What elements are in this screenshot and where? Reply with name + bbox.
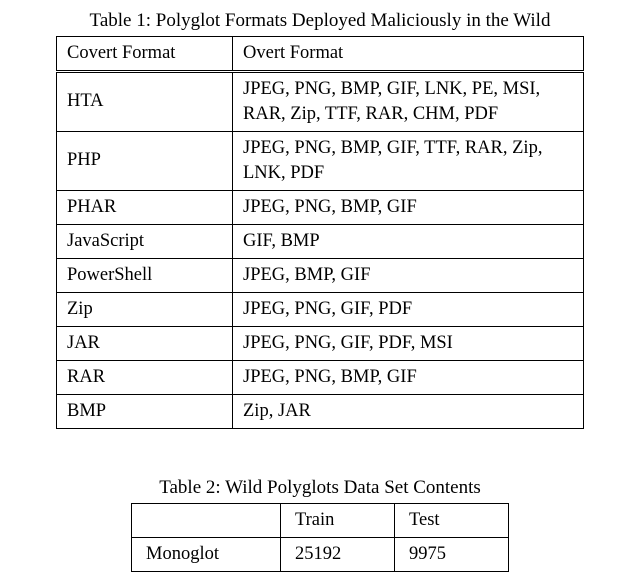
table2-header-test: Test bbox=[395, 503, 509, 537]
cell-covert: BMP bbox=[57, 394, 233, 428]
cell-overt: JPEG, PNG, GIF, PDF bbox=[233, 292, 584, 326]
cell-covert: HTA bbox=[57, 71, 233, 131]
cell-overt: JPEG, PNG, BMP, GIF bbox=[233, 190, 584, 224]
cell-covert: JavaScript bbox=[57, 224, 233, 258]
cell-overt: JPEG, BMP, GIF bbox=[233, 258, 584, 292]
table-row: JAR JPEG, PNG, GIF, PDF, MSI bbox=[57, 326, 584, 360]
table-row: JavaScript GIF, BMP bbox=[57, 224, 584, 258]
table-row: BMP Zip, JAR bbox=[57, 394, 584, 428]
table1-header-overt: Overt Format bbox=[233, 37, 584, 72]
cell-train: 25192 bbox=[281, 537, 395, 571]
table-row: Monoglot 25192 9975 bbox=[132, 537, 509, 571]
cell-overt: JPEG, PNG, BMP, GIF bbox=[233, 360, 584, 394]
cell-test: 9975 bbox=[395, 537, 509, 571]
table2-header-blank bbox=[132, 503, 281, 537]
table-row: PHP JPEG, PNG, BMP, GIF, TTF, RAR, Zip, … bbox=[57, 131, 584, 190]
cell-overt: JPEG, PNG, BMP, GIF, TTF, RAR, Zip, LNK,… bbox=[233, 131, 584, 190]
cell-covert: PowerShell bbox=[57, 258, 233, 292]
table1-header-covert: Covert Format bbox=[57, 37, 233, 72]
cell-covert: RAR bbox=[57, 360, 233, 394]
table1: Covert Format Overt Format HTA JPEG, PNG… bbox=[56, 36, 584, 429]
cell-covert: PHP bbox=[57, 131, 233, 190]
table1-caption: Table 1: Polyglot Formats Deployed Malic… bbox=[4, 10, 636, 32]
table2: Train Test Monoglot 25192 9975 bbox=[131, 503, 509, 572]
cell-covert: Zip bbox=[57, 292, 233, 326]
cell-covert: PHAR bbox=[57, 190, 233, 224]
table-row: PowerShell JPEG, BMP, GIF bbox=[57, 258, 584, 292]
cell-covert: JAR bbox=[57, 326, 233, 360]
table2-header-row: Train Test bbox=[132, 503, 509, 537]
cell-overt: JPEG, PNG, GIF, PDF, MSI bbox=[233, 326, 584, 360]
cell-overt: GIF, BMP bbox=[233, 224, 584, 258]
table2-header-train: Train bbox=[281, 503, 395, 537]
table1-header-row: Covert Format Overt Format bbox=[57, 37, 584, 72]
table-row: RAR JPEG, PNG, BMP, GIF bbox=[57, 360, 584, 394]
table-row: PHAR JPEG, PNG, BMP, GIF bbox=[57, 190, 584, 224]
table2-caption: Table 2: Wild Polyglots Data Set Content… bbox=[4, 477, 636, 499]
cell-label: Monoglot bbox=[132, 537, 281, 571]
spacer bbox=[4, 429, 636, 475]
table-row: Zip JPEG, PNG, GIF, PDF bbox=[57, 292, 584, 326]
cell-overt: JPEG, PNG, BMP, GIF, LNK, PE, MSI, RAR, … bbox=[233, 71, 584, 131]
cell-overt: Zip, JAR bbox=[233, 394, 584, 428]
table-row: HTA JPEG, PNG, BMP, GIF, LNK, PE, MSI, R… bbox=[57, 71, 584, 131]
